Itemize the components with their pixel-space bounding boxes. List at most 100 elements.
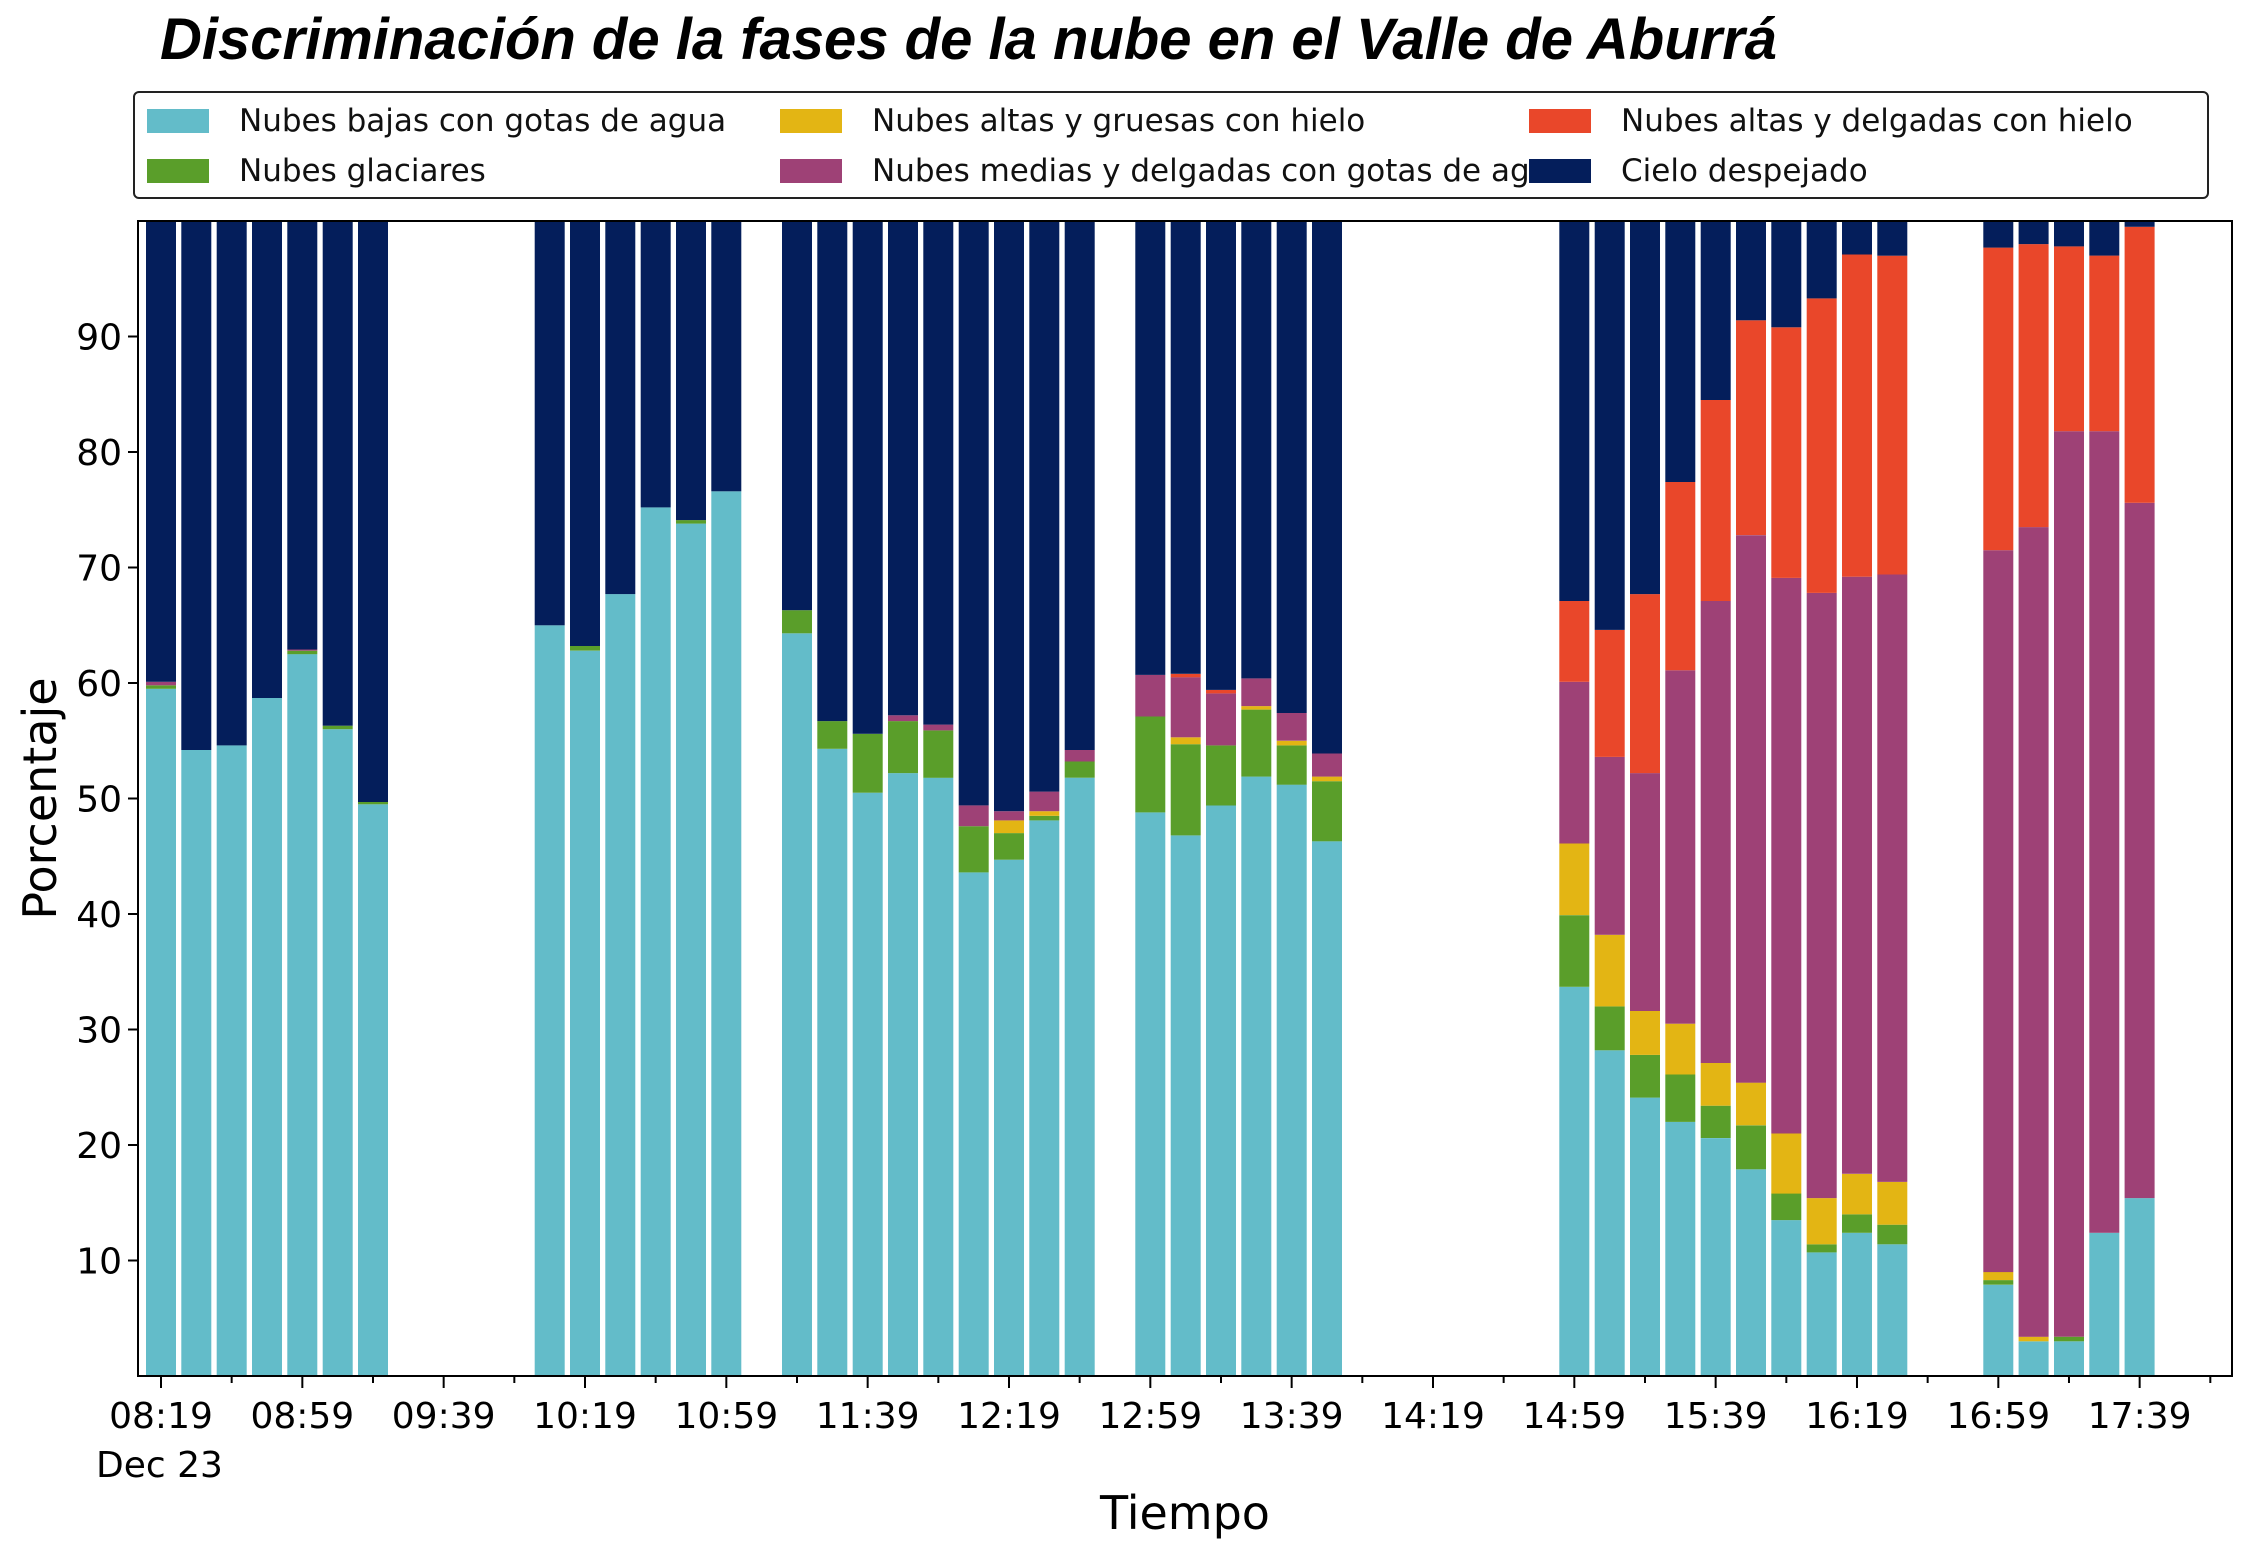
stacked-bar (1700, 221, 1731, 1376)
x-tick-label: 12:59 (1098, 1396, 1202, 1437)
bar-segment (1842, 1232, 1872, 1376)
x-tick-label: 15:39 (1664, 1396, 1768, 1437)
bar-segment (958, 805, 989, 827)
bar-segment (1206, 805, 1236, 1376)
bar-segment (2018, 527, 2049, 1337)
legend-item-glacial: Nubes glaciares (147, 148, 486, 194)
bar-segment (2089, 255, 2120, 432)
bar-segment (817, 748, 848, 1376)
legend-swatch (780, 109, 842, 133)
bar-segment (1665, 670, 1696, 1024)
x-tick-label: 16:59 (1946, 1396, 2050, 1437)
bar-segment (1029, 815, 1060, 821)
stacked-bar (1771, 221, 1802, 1376)
bar-segment (252, 221, 282, 698)
bar-segment (1630, 1011, 1660, 1055)
bars-layer (146, 221, 2155, 1377)
bar-segment (2018, 1341, 2049, 1376)
bar-segment (1312, 776, 1342, 782)
x-axis: 08:19 08:59 09:39 10:19 10:59 11:39 12:19 12:59… (109, 1376, 2212, 1437)
bar-segment (1877, 574, 1908, 1182)
bar-segment (958, 826, 989, 873)
x-axis-title: Tiempo (1099, 1486, 1270, 1540)
bar-segment (2124, 226, 2155, 503)
stacked-bar (1736, 221, 1766, 1376)
bar-segment (1842, 1173, 1872, 1215)
x-date-label: Dec 23 (96, 1445, 223, 1486)
bar-segment (676, 520, 706, 524)
bar-segment (1312, 221, 1342, 754)
stacked-bar (2089, 221, 2120, 1376)
bar-segment (782, 610, 812, 634)
stacked-bar (1594, 221, 1625, 1376)
bar-segment (1029, 811, 1060, 816)
stacked-bar (2124, 221, 2155, 1376)
bar-segment (1276, 740, 1307, 746)
bar-segment (287, 654, 318, 1376)
bar-segment (1771, 327, 1802, 578)
stacked-bar (358, 221, 388, 1376)
bar-segment (2018, 221, 2049, 245)
bar-segment (1665, 1074, 1696, 1122)
stacked-bar (1170, 221, 1201, 1376)
bar-segment (1064, 221, 1095, 750)
bar-segment (287, 221, 318, 650)
bar-segment (1665, 1121, 1696, 1376)
bar-segment (1665, 1023, 1696, 1075)
bar-segment (1170, 835, 1201, 1376)
bar-segment (287, 650, 318, 655)
legend-label: Nubes altas y gruesas con hielo (872, 103, 1366, 139)
bar-segment (852, 221, 883, 734)
legend-swatch (147, 109, 209, 133)
y-tick-label: 60 (76, 664, 122, 705)
x-tick-label: 12:19 (957, 1396, 1061, 1437)
bar-segment (358, 221, 388, 802)
bar-segment (676, 523, 706, 1376)
bar-segment (534, 625, 565, 1377)
y-tick-label: 40 (76, 895, 122, 936)
bar-segment (1771, 577, 1802, 1134)
bar-segment (1877, 1182, 1908, 1225)
stacked-bar (1630, 221, 1660, 1376)
bar-segment (570, 646, 600, 651)
stacked-bar (676, 221, 706, 1376)
legend-item-mid-thin-water: Nubes medias y delgadas con gotas de agu… (780, 148, 1568, 194)
stacked-bar (1665, 221, 1696, 1376)
x-tick-label: 08:59 (250, 1396, 354, 1437)
bar-segment (1700, 601, 1731, 1063)
bar-segment (1665, 221, 1696, 482)
bar-segment (1806, 1244, 1837, 1253)
bar-segment (923, 777, 954, 1376)
bar-segment (1594, 934, 1625, 1007)
stacked-bar (1241, 221, 1272, 1376)
bar-segment (1736, 1169, 1766, 1376)
bar-segment (782, 633, 812, 1376)
bar-segment (1276, 784, 1307, 1376)
bar-segment (1771, 1220, 1802, 1376)
bar-segment (817, 221, 848, 722)
y-tick-label: 20 (76, 1126, 122, 1167)
bar-segment (1312, 841, 1342, 1376)
x-tick-label: 09:39 (392, 1396, 496, 1437)
bar-segment (2124, 1198, 2155, 1376)
bar-segment (817, 721, 848, 749)
y-tick-label: 70 (76, 549, 122, 590)
bar-segment (1594, 1050, 1625, 1376)
x-tick-label: 17:39 (2088, 1396, 2192, 1437)
bar-segment (1983, 550, 2014, 1273)
stacked-bar (534, 221, 565, 1377)
bar-segment (146, 688, 176, 1376)
bar-segment (2054, 1336, 2084, 1342)
stacked-bar (923, 221, 954, 1376)
bar-segment (1630, 1054, 1660, 1098)
bar-segment (1135, 812, 1166, 1376)
stacked-bar (605, 221, 636, 1376)
bar-segment (1594, 1006, 1625, 1051)
bar-segment (888, 221, 918, 716)
bar-segment (1029, 221, 1060, 792)
bar-segment (1877, 221, 1908, 256)
bar-segment (358, 802, 388, 805)
y-tick-label: 50 (76, 780, 122, 821)
legend-swatch (147, 159, 209, 183)
